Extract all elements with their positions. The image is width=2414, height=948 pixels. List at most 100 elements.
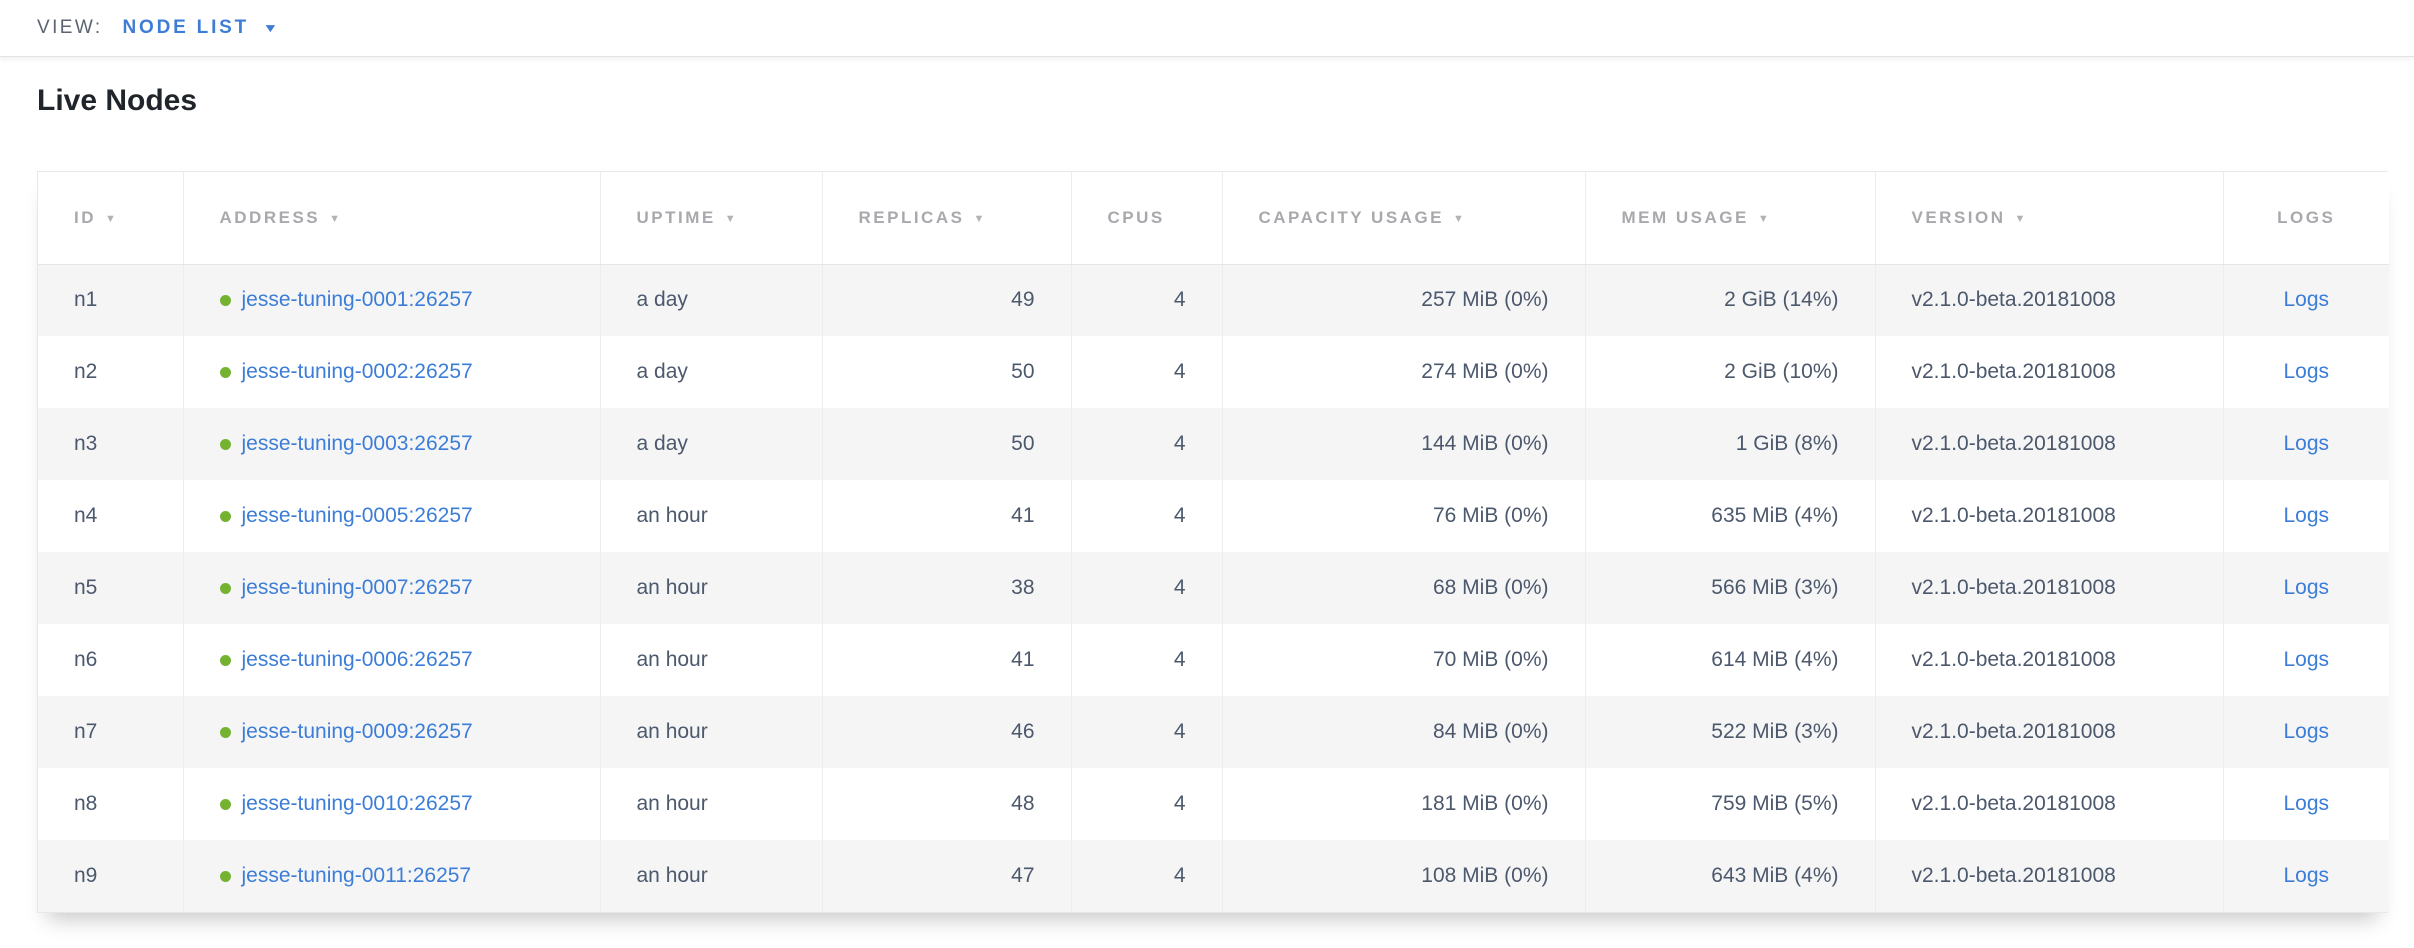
cell-cpus: 4	[1071, 336, 1223, 408]
cpus-value: 4	[1173, 504, 1186, 527]
capacity-usage-value: 70 MiB (0%)	[1432, 648, 1549, 671]
uptime-value: an hour	[636, 576, 708, 599]
cell-logs: Logs	[2223, 480, 2389, 552]
logs-link[interactable]: Logs	[2283, 288, 2330, 312]
table-row: n4 jesse-tuning-0005:26257 an hour 41 4 76 Mi…	[38, 480, 2389, 552]
column-header-label: CPUS	[1107, 207, 1165, 227]
node-address-link[interactable]: jesse-tuning-0007:26257	[241, 576, 473, 599]
cpus-value: 4	[1173, 792, 1186, 815]
cell-logs: Logs	[2223, 840, 2389, 912]
replicas-value: 46	[1011, 720, 1035, 743]
cell-version: v2.1.0-beta.20181008	[1875, 696, 2224, 768]
cell-mem-usage: 2 GiB (10%)	[1585, 336, 1876, 408]
mem-usage-value: 2 GiB (14%)	[1724, 288, 1839, 312]
cell-node-id: n1	[38, 264, 184, 336]
caret-down-icon: ▼	[262, 21, 283, 35]
live-status-dot-icon	[219, 294, 231, 306]
mem-usage-value: 614 MiB (4%)	[1711, 648, 1839, 671]
cell-uptime: an hour	[600, 840, 823, 912]
logs-link[interactable]: Logs	[2283, 792, 2330, 815]
cell-mem-usage: 759 MiB (5%)	[1585, 768, 1876, 840]
cell-uptime: a day	[600, 408, 823, 480]
cell-address: jesse-tuning-0002:26257	[183, 336, 601, 408]
cell-logs: Logs	[2223, 264, 2389, 336]
cell-address: jesse-tuning-0007:26257	[183, 552, 601, 624]
column-header-label: LOGS	[2277, 207, 2336, 227]
node-id: n6	[74, 648, 98, 671]
table-row: n9 jesse-tuning-0011:26257 an hour 47 4 108 M…	[38, 840, 2389, 912]
logs-link[interactable]: Logs	[2283, 432, 2330, 455]
capacity-usage-value: 68 MiB (0%)	[1432, 576, 1549, 599]
cell-uptime: a day	[600, 264, 823, 336]
cell-mem-usage: 635 MiB (4%)	[1585, 480, 1876, 552]
column-header-label: ID	[74, 207, 96, 227]
cell-address: jesse-tuning-0001:26257	[183, 264, 601, 336]
cell-cpus: 4	[1071, 696, 1223, 768]
cell-node-id: n7	[38, 696, 184, 768]
sort-caret-icon: ▼	[1757, 212, 1769, 225]
cell-version: v2.1.0-beta.20181008	[1875, 552, 2224, 624]
cell-version: v2.1.0-beta.20181008	[1875, 264, 2224, 336]
live-status-dot-icon	[219, 510, 231, 522]
page-title: Live Nodes	[37, 84, 198, 117]
cell-cpus: 4	[1071, 840, 1223, 912]
cell-logs: Logs	[2223, 768, 2389, 840]
cell-node-id: n4	[38, 480, 184, 552]
uptime-value: an hour	[636, 720, 708, 743]
table-row: n2 jesse-tuning-0002:26257 a day 50 4 274 MiB…	[38, 336, 2389, 408]
column-header-label: VERSION	[1911, 207, 2006, 227]
node-id: n3	[74, 432, 98, 455]
table-row: n3 jesse-tuning-0003:26257 a day 50 4 144 MiB…	[38, 408, 2389, 480]
column-header-label: MEM USAGE	[1621, 207, 1749, 227]
replicas-value: 50	[1011, 360, 1035, 383]
view-selector-dropdown[interactable]: NODE LIST ▼	[123, 17, 280, 39]
capacity-usage-value: 76 MiB (0%)	[1432, 504, 1549, 527]
logs-link[interactable]: Logs	[2283, 720, 2330, 743]
column-header-id[interactable]: ID ▼	[38, 172, 184, 265]
column-header-cpus: CPUS	[1071, 172, 1223, 265]
node-address-link[interactable]: jesse-tuning-0001:26257	[241, 288, 473, 312]
version-value: v2.1.0-beta.20181008	[1911, 720, 2116, 743]
cell-capacity-usage: 144 MiB (0%)	[1222, 408, 1586, 480]
logs-link[interactable]: Logs	[2283, 576, 2330, 599]
cell-node-id: n5	[38, 552, 184, 624]
cell-uptime: an hour	[600, 480, 823, 552]
column-header-uptime[interactable]: UPTIME ▼	[600, 172, 823, 265]
table-row: n8 jesse-tuning-0010:26257 an hour 48 4 181 M…	[38, 768, 2389, 840]
cell-version: v2.1.0-beta.20181008	[1875, 480, 2224, 552]
node-address-link[interactable]: jesse-tuning-0002:26257	[241, 360, 473, 383]
version-value: v2.1.0-beta.20181008	[1911, 576, 2116, 599]
table-row: n1 jesse-tuning-0001:26257 a day 49 4 257 MiB…	[38, 264, 2389, 336]
node-address-link[interactable]: jesse-tuning-0011:26257	[241, 864, 472, 887]
logs-link[interactable]: Logs	[2283, 504, 2330, 527]
cpus-value: 4	[1173, 720, 1186, 743]
node-address-link[interactable]: jesse-tuning-0003:26257	[241, 432, 473, 455]
cell-logs: Logs	[2223, 696, 2389, 768]
node-address-link[interactable]: jesse-tuning-0009:26257	[241, 720, 473, 743]
node-address-link[interactable]: jesse-tuning-0005:26257	[241, 504, 473, 527]
column-header-mem_usage[interactable]: MEM USAGE ▼	[1585, 172, 1876, 265]
view-bar: VIEW: NODE LIST ▼	[0, 0, 2414, 57]
logs-link[interactable]: Logs	[2283, 864, 2330, 887]
capacity-usage-value: 108 MiB (0%)	[1421, 864, 1549, 887]
node-id: n1	[74, 288, 98, 312]
version-value: v2.1.0-beta.20181008	[1911, 432, 2116, 455]
column-header-capacity_usage[interactable]: CAPACITY USAGE ▼	[1222, 172, 1586, 265]
node-address-link[interactable]: jesse-tuning-0010:26257	[241, 792, 473, 815]
node-id: n8	[74, 792, 98, 815]
cell-uptime: an hour	[600, 768, 823, 840]
cell-cpus: 4	[1071, 480, 1223, 552]
replicas-value: 41	[1011, 648, 1035, 671]
cell-mem-usage: 643 MiB (4%)	[1585, 840, 1876, 912]
cell-uptime: an hour	[600, 552, 823, 624]
column-header-version[interactable]: VERSION ▼	[1875, 172, 2224, 265]
cell-version: v2.1.0-beta.20181008	[1875, 840, 2224, 912]
cpus-value: 4	[1173, 432, 1186, 455]
node-address-link[interactable]: jesse-tuning-0006:26257	[241, 648, 473, 671]
column-header-address[interactable]: ADDRESS ▼	[183, 172, 601, 265]
column-header-replicas[interactable]: REPLICAS ▼	[822, 172, 1072, 265]
logs-link[interactable]: Logs	[2283, 648, 2330, 671]
cell-capacity-usage: 257 MiB (0%)	[1222, 264, 1586, 336]
cell-replicas: 50	[822, 408, 1072, 480]
logs-link[interactable]: Logs	[2283, 360, 2330, 383]
